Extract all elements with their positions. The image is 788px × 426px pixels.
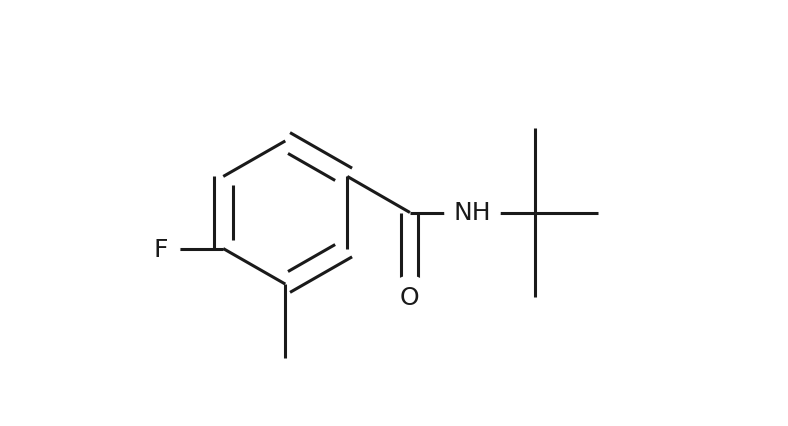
- Text: NH: NH: [454, 201, 491, 225]
- Text: F: F: [154, 237, 168, 261]
- Circle shape: [142, 230, 180, 268]
- Circle shape: [445, 185, 500, 241]
- Text: O: O: [400, 286, 420, 310]
- Circle shape: [388, 276, 431, 319]
